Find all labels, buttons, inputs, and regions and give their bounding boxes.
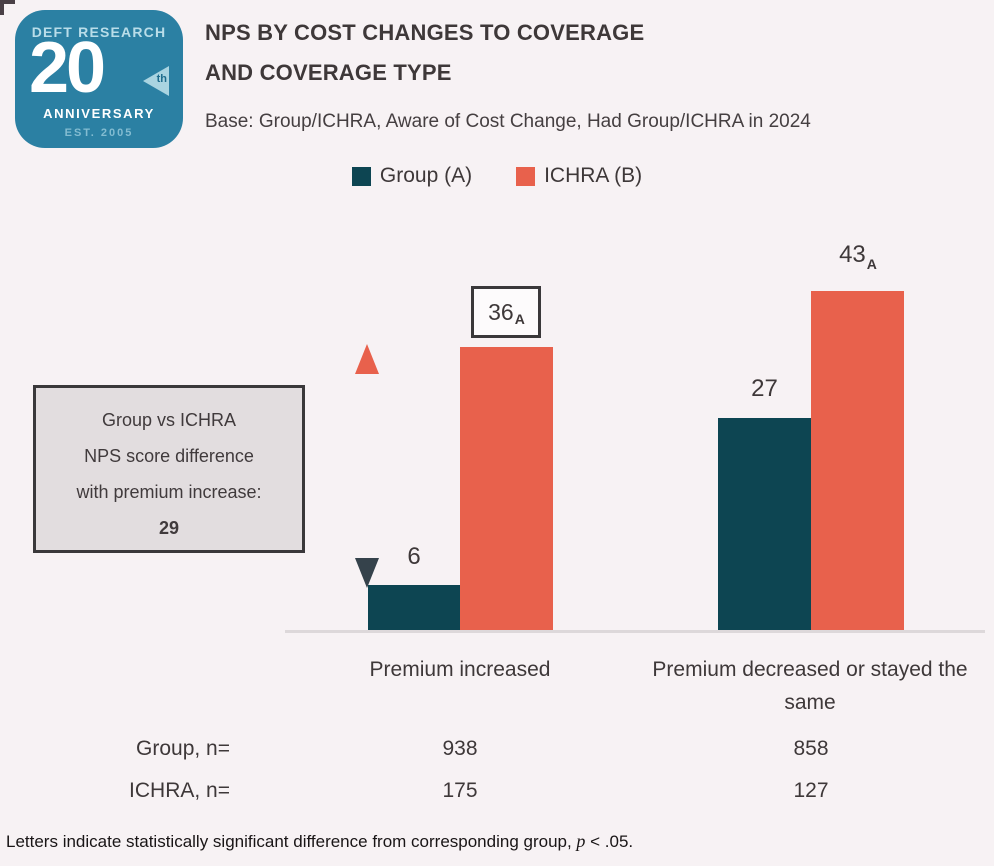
- callout-line1: Group vs ICHRA: [101, 410, 237, 430]
- chart-legend: Group (A) ICHRA (B): [0, 164, 994, 188]
- bar-group-premium-increased: [368, 585, 460, 633]
- bar-group-premium-decreased: [718, 418, 811, 633]
- legend-item-ichra: ICHRA (B): [516, 164, 642, 188]
- legend-label-ichra: ICHRA (B): [544, 164, 643, 187]
- window-corner-mark: [0, 0, 15, 4]
- window-corner-mark: [0, 0, 4, 15]
- difference-arrow-icon: [355, 344, 379, 588]
- legend-label-group: Group (A): [379, 164, 473, 187]
- chart-title-line2: AND COVERAGE TYPE: [205, 60, 452, 85]
- table-row-label-group-n: Group, n=: [136, 737, 230, 760]
- legend-item-group: Group (A): [351, 164, 473, 188]
- table-cell-ichra-n-increased: 175: [442, 779, 478, 802]
- value-label-group-increased: 6: [407, 543, 421, 570]
- table-cell-ichra-n-decreased: 127: [793, 779, 829, 802]
- bar-ichra-premium-increased: [460, 347, 553, 633]
- deft-research-logo: DEFT RESEARCH 20 th ANNIVERSARY EST. 200…: [15, 10, 183, 148]
- table-row-label-ichra-n: ICHRA, n=: [129, 779, 230, 802]
- chart-title-line1: NPS BY COST CHANGES TO COVERAGE: [205, 20, 645, 45]
- category-label-premium-decreased: Premium decreased or stayed the same: [652, 658, 968, 714]
- callout-value: 29: [158, 518, 180, 538]
- logo-anniversary-text: ANNIVERSARY: [43, 106, 155, 121]
- value-label-ichra-increased-boxed: 36 A: [471, 286, 541, 338]
- callout-line3: with premium increase:: [76, 482, 262, 502]
- nps-difference-callout: Group vs ICHRA NPS score difference with…: [33, 385, 305, 553]
- value-label-ichra-decreased: 43A: [839, 241, 877, 272]
- logo-th-suffix: th: [156, 73, 167, 85]
- significance-footnote: Letters indicate statistically significa…: [6, 831, 634, 851]
- value-label-group-decreased: 27: [751, 375, 778, 402]
- significance-letter: A: [514, 311, 525, 327]
- chart-base-subtitle: Base: Group/ICHRA, Aware of Cost Change,…: [205, 111, 811, 132]
- table-cell-group-n-decreased: 858: [793, 737, 829, 760]
- logo-brand-text: DEFT RESEARCH: [31, 24, 167, 40]
- table-cell-group-n-increased: 938: [442, 737, 478, 760]
- bar-ichra-premium-decreased: [811, 291, 904, 633]
- logo-20-number: 20: [29, 28, 106, 108]
- significance-letter: A: [866, 256, 877, 272]
- legend-swatch-ichra: [516, 166, 536, 186]
- x-axis-baseline: [285, 630, 985, 633]
- category-label-premium-increased: Premium increased: [369, 658, 551, 681]
- callout-line2: NPS score difference: [84, 446, 254, 466]
- legend-swatch-group: [351, 166, 371, 186]
- logo-triangle-icon: [143, 66, 169, 96]
- logo-established-text: EST. 2005: [64, 127, 134, 139]
